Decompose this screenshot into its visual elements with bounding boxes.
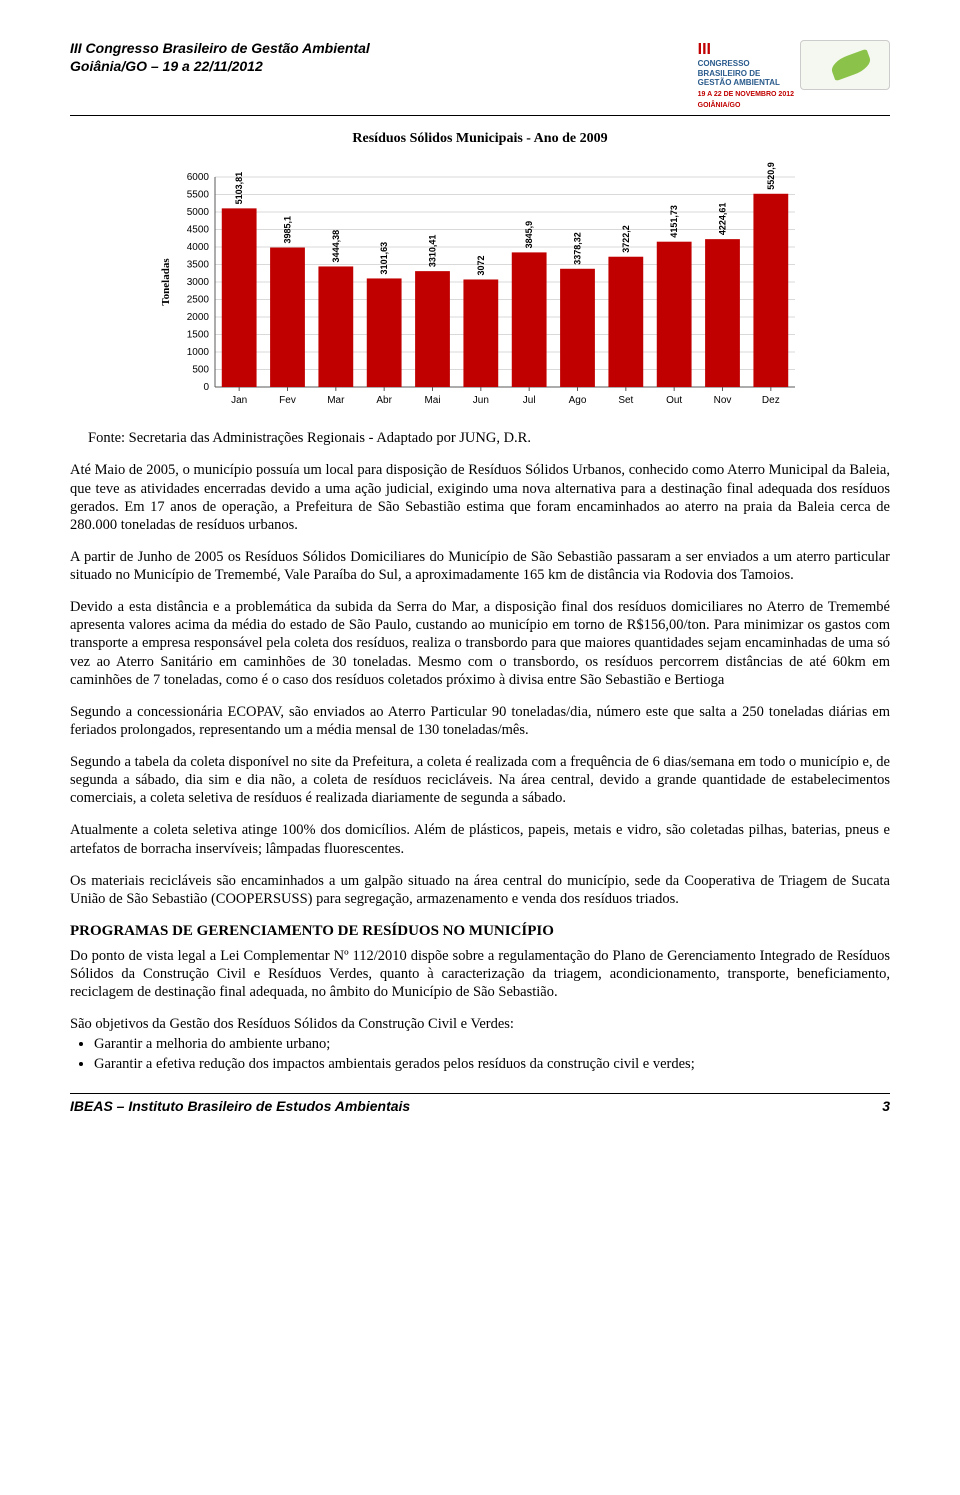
svg-text:1000: 1000: [187, 347, 210, 358]
paragraph-6: Atualmente a coleta seletiva atinge 100%…: [70, 821, 890, 857]
svg-text:4224,61: 4224,61: [718, 203, 728, 236]
chart-title: Resíduos Sólidos Municipais - Ano de 200…: [155, 130, 805, 148]
svg-text:3072: 3072: [476, 256, 486, 276]
paragraph-4: Segundo a concessionária ECOPAV, são env…: [70, 703, 890, 739]
svg-text:Jan: Jan: [231, 395, 247, 406]
svg-text:Toneladas: Toneladas: [160, 258, 172, 306]
page-number: 3: [882, 1098, 890, 1116]
paragraph-2: A partir de Junho de 2005 os Resíduos Só…: [70, 548, 890, 584]
svg-text:4500: 4500: [187, 225, 210, 236]
congress-text-block: III CONGRESSO BRASILEIRO DE GESTÃO AMBIE…: [698, 40, 794, 111]
document-footer: IBEAS – Instituto Brasileiro de Estudos …: [70, 1093, 890, 1116]
paragraph-1: Até Maio de 2005, o município possuía um…: [70, 461, 890, 534]
paragraph-8: Do ponto de vista legal a Lei Complement…: [70, 947, 890, 1001]
paragraph-9: São objetivos da Gestão dos Resíduos Sól…: [70, 1015, 890, 1033]
residuos-chart: Resíduos Sólidos Municipais - Ano de 200…: [155, 130, 805, 418]
svg-text:5000: 5000: [187, 207, 210, 218]
svg-text:3985,1: 3985,1: [283, 216, 293, 244]
congress-line2: BRASILEIRO DE: [698, 69, 794, 79]
list-item: Garantir a efetiva redução dos impactos …: [94, 1055, 890, 1073]
paragraph-5: Segundo a tabela da coleta disponível no…: [70, 753, 890, 807]
chart-caption: Fonte: Secretaria das Administrações Reg…: [70, 429, 890, 447]
svg-text:3845,9: 3845,9: [524, 221, 534, 249]
header-divider: [70, 115, 890, 116]
svg-text:Mar: Mar: [327, 395, 345, 406]
conference-location-date: Goiânia/GO – 19 a 22/11/2012: [70, 58, 370, 76]
paragraph-7: Os materiais recicláveis são encaminhado…: [70, 872, 890, 908]
svg-text:Set: Set: [618, 395, 633, 406]
svg-text:3444,38: 3444,38: [331, 230, 341, 263]
svg-text:5520,9: 5520,9: [766, 162, 776, 190]
svg-text:Jun: Jun: [473, 395, 489, 406]
svg-text:500: 500: [192, 365, 209, 376]
paragraph-3: Devido a esta distância e a problemática…: [70, 598, 890, 689]
svg-text:Nov: Nov: [714, 395, 732, 406]
congress-logo: [800, 40, 890, 90]
footer-org: IBEAS – Instituto Brasileiro de Estudos …: [70, 1098, 410, 1116]
document-header: III Congresso Brasileiro de Gestão Ambie…: [70, 40, 890, 111]
svg-text:2500: 2500: [187, 295, 210, 306]
header-right: III CONGRESSO BRASILEIRO DE GESTÃO AMBIE…: [698, 40, 890, 111]
svg-text:5500: 5500: [187, 190, 210, 201]
svg-text:Fev: Fev: [279, 395, 296, 406]
svg-text:Out: Out: [666, 395, 682, 406]
svg-text:4000: 4000: [187, 242, 210, 253]
svg-text:Ago: Ago: [569, 395, 587, 406]
svg-text:3101,63: 3101,63: [379, 242, 389, 275]
congress-date2: GOIÂNIA/GO: [698, 102, 794, 110]
congress-line3: GESTÃO AMBIENTAL: [698, 78, 794, 88]
svg-text:3000: 3000: [187, 277, 210, 288]
svg-text:2000: 2000: [187, 312, 210, 323]
svg-text:3310,41: 3310,41: [428, 235, 438, 268]
leaf-icon: [829, 49, 873, 81]
svg-text:3722,2: 3722,2: [621, 225, 631, 253]
conference-title: III Congresso Brasileiro de Gestão Ambie…: [70, 40, 370, 58]
congress-line1: CONGRESSO: [698, 59, 794, 69]
svg-text:6000: 6000: [187, 172, 210, 183]
svg-text:Mai: Mai: [424, 395, 440, 406]
objectives-list: Garantir a melhoria do ambiente urbano; …: [70, 1035, 890, 1073]
list-item: Garantir a melhoria do ambiente urbano;: [94, 1035, 890, 1053]
header-left: III Congresso Brasileiro de Gestão Ambie…: [70, 40, 370, 75]
svg-text:4151,73: 4151,73: [669, 205, 679, 238]
svg-text:Abr: Abr: [376, 395, 392, 406]
section-heading: PROGRAMAS DE GERENCIAMENTO DE RESÍDUOS N…: [70, 922, 890, 941]
svg-text:0: 0: [203, 382, 209, 393]
svg-text:Dez: Dez: [762, 395, 780, 406]
svg-text:1500: 1500: [187, 330, 210, 341]
roman-numeral: III: [698, 40, 794, 59]
svg-text:3500: 3500: [187, 260, 210, 271]
bar-chart-svg: 0 500 1000 1500 2000 2500 3000 3500 4000 4500 5000…: [155, 157, 805, 417]
svg-text:5103,81: 5103,81: [234, 172, 244, 205]
svg-text:3378,32: 3378,32: [573, 232, 583, 265]
svg-text:Jul: Jul: [523, 395, 536, 406]
congress-date1: 19 A 22 DE NOVEMBRO 2012: [698, 91, 794, 99]
